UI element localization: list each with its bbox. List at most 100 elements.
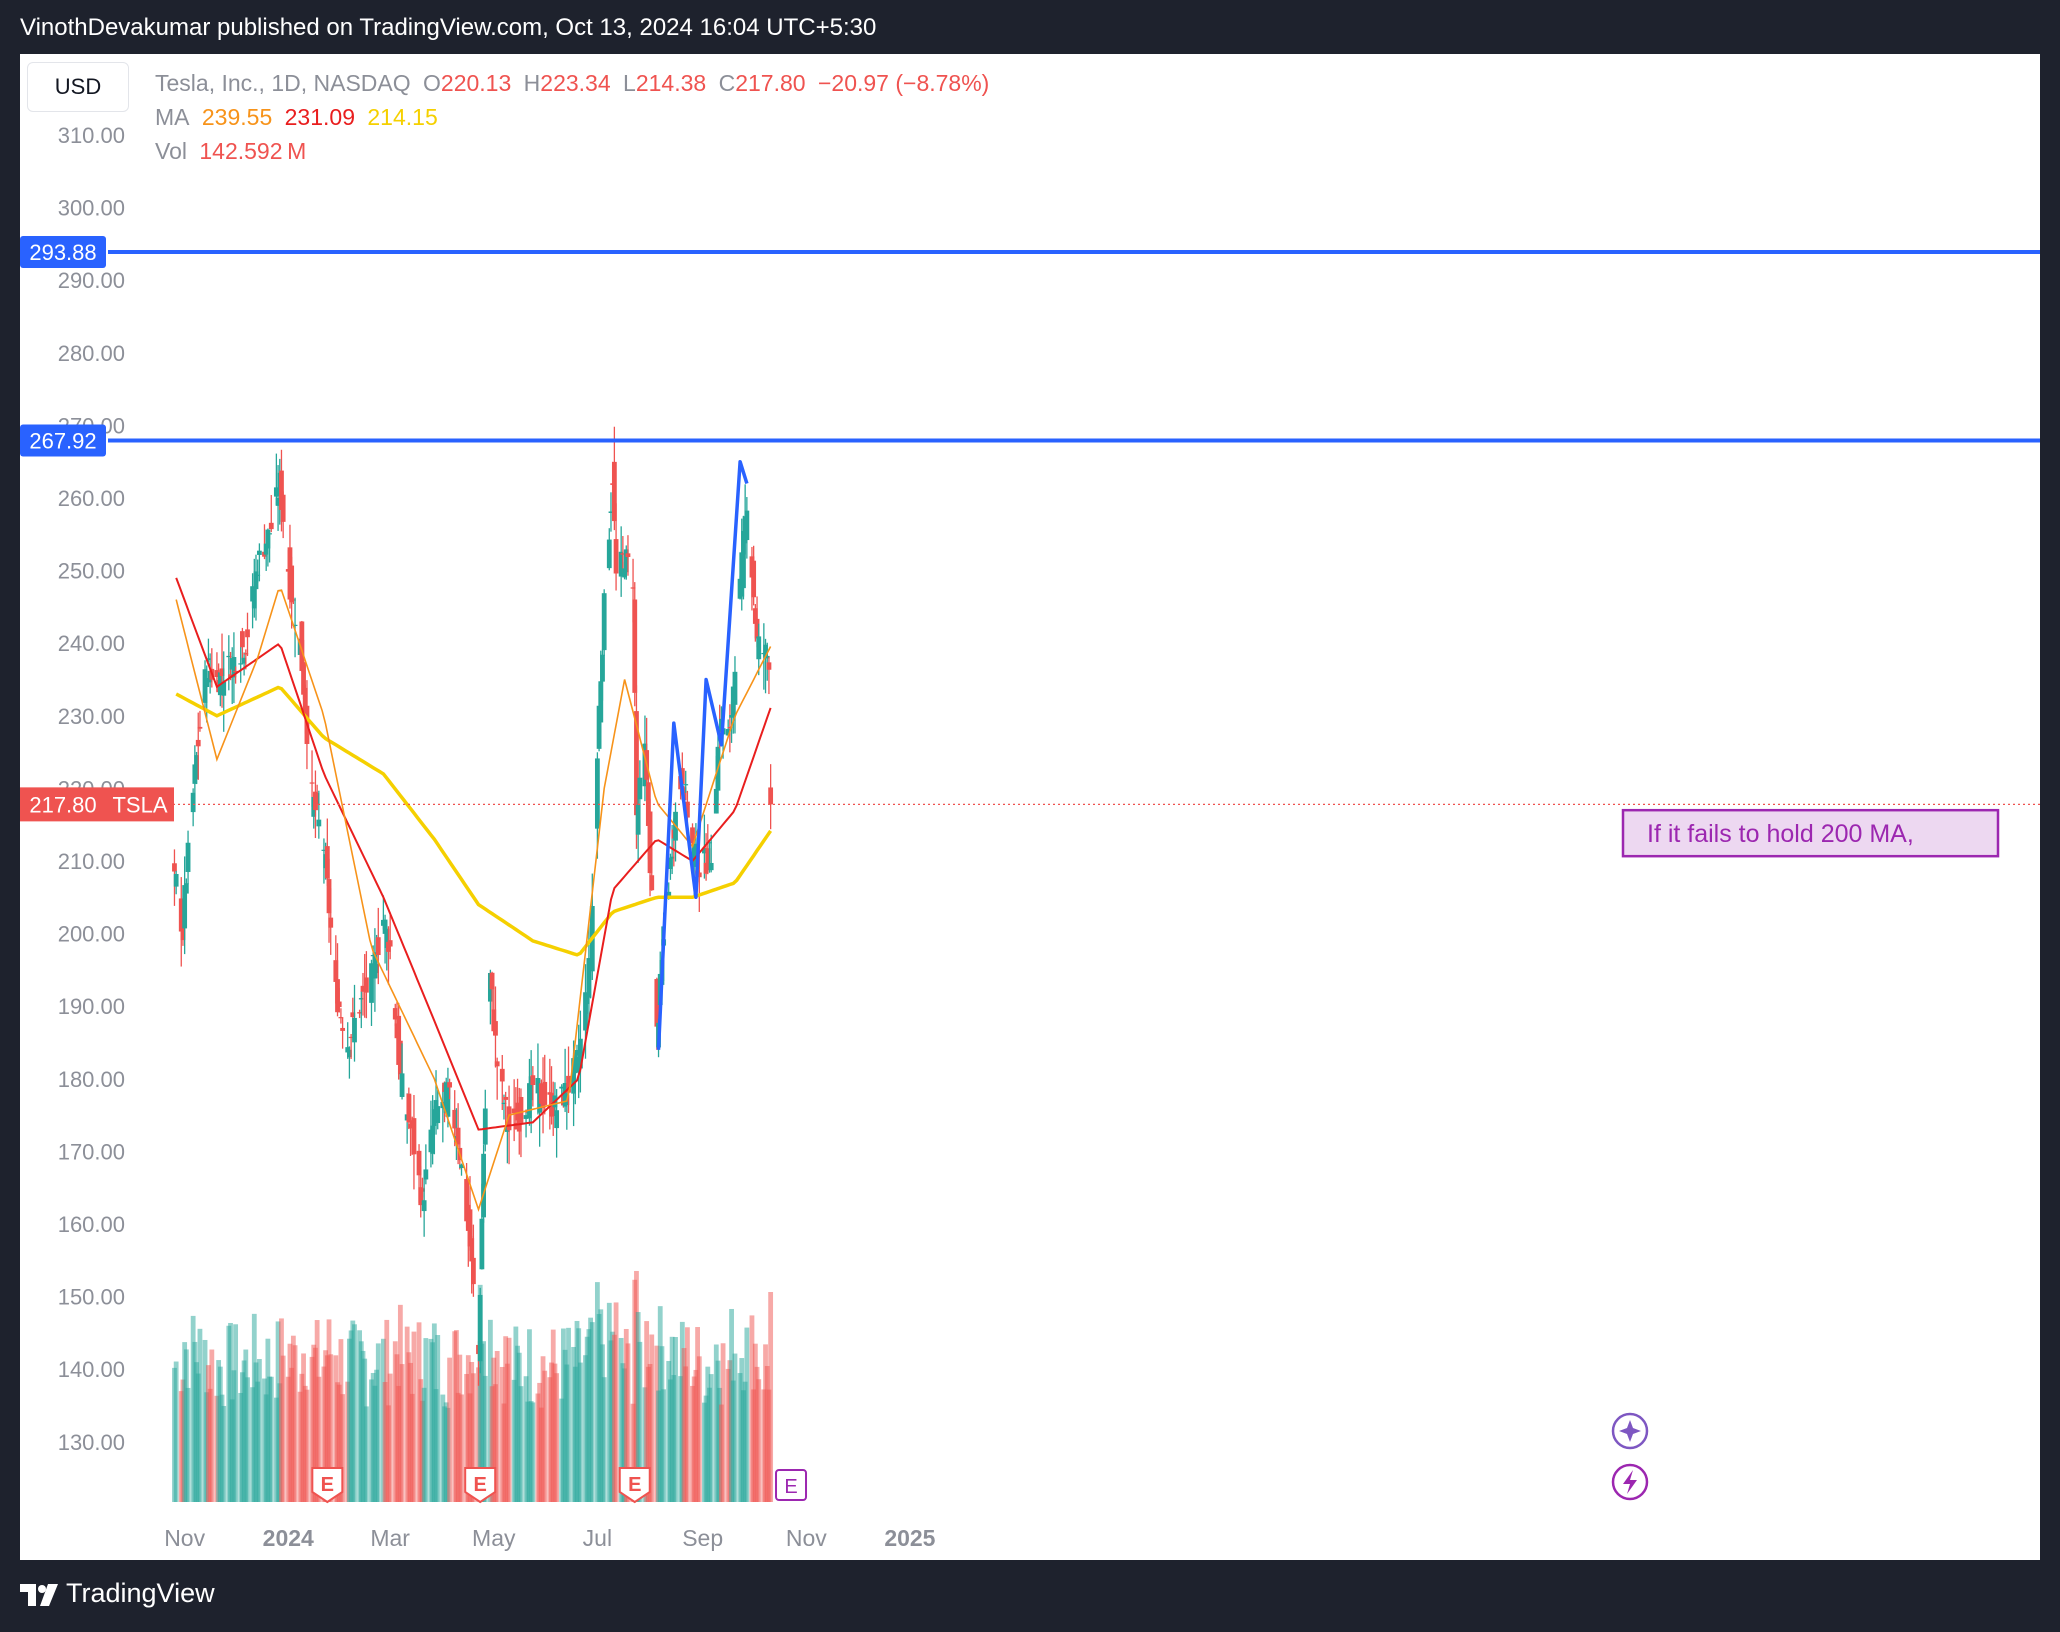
volume-bar bbox=[470, 1373, 476, 1502]
volume-bar bbox=[423, 1338, 429, 1502]
volume-bar bbox=[340, 1394, 346, 1502]
candle-body bbox=[732, 671, 738, 705]
candle-body bbox=[764, 655, 770, 659]
earnings-marker-label: E bbox=[321, 1474, 334, 1496]
candle-body bbox=[219, 668, 225, 677]
volume-bar bbox=[280, 1355, 286, 1502]
legend-open-value: 220.13 bbox=[440, 70, 512, 96]
x-tick-label: 2025 bbox=[884, 1525, 935, 1551]
horizontal-level-label-bg bbox=[20, 424, 106, 457]
candle-body bbox=[752, 608, 758, 624]
candle-body bbox=[251, 587, 257, 609]
candle-body bbox=[263, 543, 269, 555]
candle-body bbox=[348, 1036, 354, 1039]
candle-body bbox=[324, 846, 330, 879]
candle-body bbox=[635, 804, 641, 835]
candle-body bbox=[623, 549, 629, 573]
candle-body bbox=[289, 565, 295, 603]
candle-body bbox=[321, 849, 327, 851]
volume-bars bbox=[172, 1270, 774, 1502]
x-tick-label: Jul bbox=[583, 1525, 612, 1551]
candle-body bbox=[613, 539, 619, 574]
candle-body bbox=[357, 1012, 362, 1014]
volume-bar bbox=[233, 1324, 239, 1502]
candle-body bbox=[584, 994, 590, 1005]
candle-body bbox=[622, 568, 627, 578]
candle-body bbox=[685, 801, 690, 818]
price-chart[interactable]: 310.00300.00290.00280.00270.00260.00250.… bbox=[20, 54, 2040, 1560]
candle-body bbox=[245, 629, 250, 638]
candle-body bbox=[326, 879, 332, 914]
candle-body bbox=[340, 1027, 346, 1031]
candle-body bbox=[182, 885, 188, 929]
candle-body bbox=[185, 842, 191, 872]
publisher-header: VinothDevakumar published on TradingView… bbox=[0, 0, 2060, 56]
legend-low-value: 214.38 bbox=[635, 70, 707, 96]
candle-body bbox=[503, 1096, 509, 1100]
volume-bar bbox=[173, 1361, 179, 1502]
volume-bar bbox=[566, 1327, 571, 1502]
candle-body bbox=[768, 787, 774, 805]
candle-body bbox=[316, 819, 322, 827]
candle-body bbox=[455, 1127, 461, 1145]
candle-body bbox=[397, 1040, 403, 1075]
candle-body bbox=[279, 470, 284, 511]
y-tick-label: 130.00 bbox=[58, 1430, 125, 1455]
volume-bar bbox=[542, 1370, 548, 1502]
candle-body bbox=[195, 739, 201, 747]
volume-bar bbox=[578, 1362, 583, 1502]
x-tick-label: Sep bbox=[682, 1525, 723, 1551]
currency-button[interactable]: USD bbox=[27, 62, 129, 112]
candle-body bbox=[241, 657, 247, 664]
legend-high-label: H bbox=[523, 70, 541, 96]
volume-bar bbox=[221, 1405, 227, 1502]
candle-body bbox=[253, 571, 259, 590]
volume-bar bbox=[744, 1327, 750, 1502]
legend-close-label: C bbox=[718, 70, 736, 96]
y-tick-label: 290.00 bbox=[58, 268, 125, 293]
legend-open-label: O bbox=[423, 70, 441, 96]
candle-body bbox=[594, 758, 600, 829]
volume-bar bbox=[482, 1375, 488, 1502]
chart-panel[interactable]: 310.00300.00290.00280.00270.00260.00250.… bbox=[20, 54, 2040, 1560]
candle-body bbox=[423, 1169, 429, 1180]
last-price-label-bg bbox=[20, 787, 106, 822]
ohlc-legend: Tesla, Inc., 1D, NASDAQ O220.13 H223.34 … bbox=[155, 70, 995, 97]
volume-bar bbox=[506, 1337, 512, 1502]
candle-body bbox=[630, 587, 636, 589]
candle-body bbox=[233, 670, 239, 673]
candle-body bbox=[511, 1108, 517, 1114]
legend-symbol: Tesla, Inc., 1D, NASDAQ bbox=[155, 70, 411, 96]
legend-ma-label: MA bbox=[155, 104, 190, 130]
candle-body bbox=[301, 662, 306, 695]
legend-vol-value: 142.592 M bbox=[199, 138, 307, 164]
candle-body bbox=[751, 560, 757, 598]
candle-body bbox=[328, 917, 334, 928]
candle-body bbox=[632, 599, 638, 693]
y-tick-label: 250.00 bbox=[58, 559, 125, 584]
candle-body bbox=[190, 792, 196, 813]
candle-body bbox=[231, 657, 237, 678]
volume-bar bbox=[209, 1349, 215, 1502]
candle-body bbox=[477, 1294, 483, 1362]
candle-body bbox=[447, 1082, 453, 1088]
candle-body bbox=[637, 777, 643, 800]
candle-body bbox=[744, 510, 750, 541]
candle-body bbox=[265, 529, 271, 549]
zigzag-drawing bbox=[656, 459, 749, 1050]
candle-body bbox=[302, 687, 308, 716]
candle-body bbox=[292, 624, 298, 626]
candle-body bbox=[267, 533, 272, 535]
candle-body bbox=[338, 1017, 344, 1019]
volume-bar bbox=[328, 1354, 334, 1502]
y-tick-label: 180.00 bbox=[58, 1067, 125, 1092]
candle-body bbox=[399, 1073, 405, 1097]
candle-body bbox=[598, 681, 604, 723]
tradingview-logo-icon bbox=[20, 1584, 58, 1606]
volume-bar bbox=[649, 1334, 655, 1502]
y-tick-label: 240.00 bbox=[58, 631, 125, 656]
legend-high-value: 223.34 bbox=[540, 70, 611, 96]
candle-body bbox=[513, 1122, 519, 1130]
legend-ma-fast: 239.55 bbox=[201, 104, 273, 130]
candle-body bbox=[384, 928, 390, 948]
